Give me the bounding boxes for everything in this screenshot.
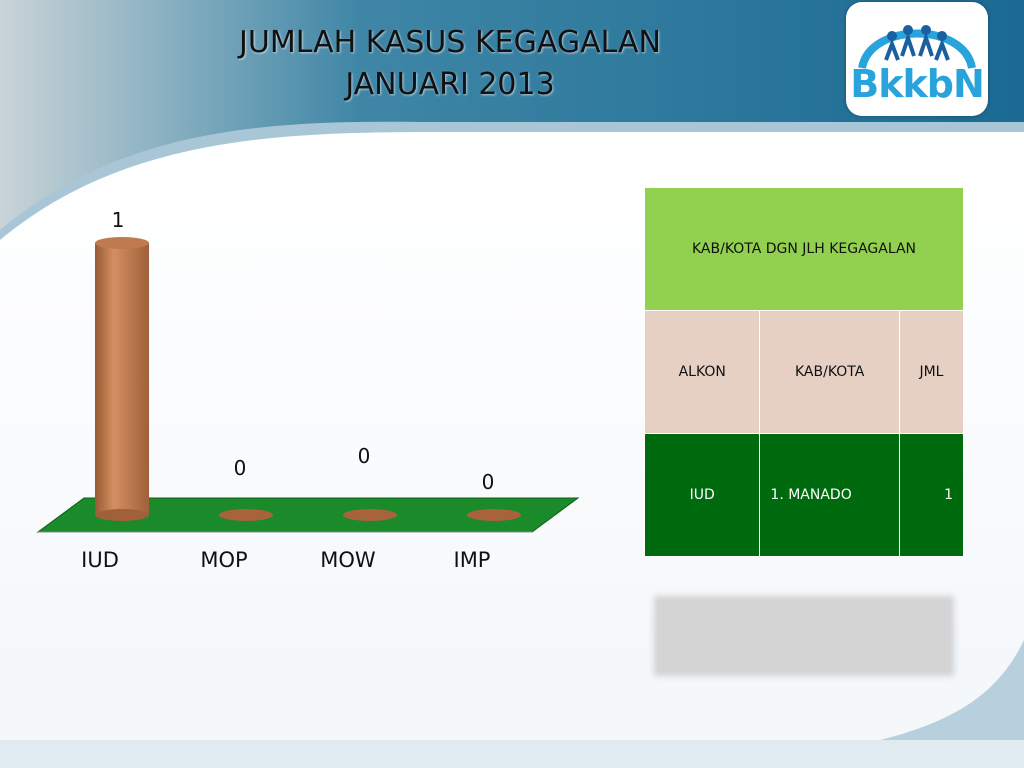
failure-table: KAB/KOTA DGN JLH KEGAGALAN ALKON KAB/KOT… bbox=[643, 187, 965, 557]
table-column-row: ALKON KAB/KOTA JML bbox=[643, 310, 965, 434]
bar-mow bbox=[343, 509, 397, 521]
x-tick-label-iud: IUD bbox=[81, 548, 119, 572]
placeholder-box bbox=[658, 600, 950, 672]
data-label-mow: 0 bbox=[358, 444, 371, 468]
x-tick-label-imp: IMP bbox=[454, 548, 491, 572]
logo-emblem-icon bbox=[858, 25, 976, 70]
column-header-kab-kota: KAB/KOTA bbox=[759, 310, 900, 434]
slide-title: JUMLAH KASUS KEGAGALAN JANUARI 2013 bbox=[150, 22, 750, 106]
table-header-cell: KAB/KOTA DGN JLH KEGAGALAN bbox=[644, 187, 964, 311]
data-label-iud: 1 bbox=[112, 208, 125, 232]
logo-text: BkkbN bbox=[850, 62, 985, 106]
column-header-alkon: ALKON bbox=[643, 310, 761, 434]
bar-mop bbox=[219, 509, 273, 521]
table-row: IUD 1. MANADO 1 bbox=[643, 433, 965, 557]
table-header-row: KAB/KOTA DGN JLH KEGAGALAN bbox=[644, 187, 964, 311]
cell-jml: 1 bbox=[898, 433, 965, 557]
x-tick-label-mow: MOW bbox=[320, 548, 376, 572]
cell-kab-kota: 1. MANADO bbox=[759, 433, 900, 557]
bar-iud bbox=[95, 237, 149, 521]
x-tick-label-mop: MOP bbox=[200, 548, 247, 572]
data-label-imp: 0 bbox=[482, 470, 495, 494]
column-header-jml: JML bbox=[898, 310, 965, 434]
title-line-2: JANUARI 2013 bbox=[345, 67, 555, 102]
data-label-mop: 0 bbox=[234, 456, 247, 480]
title-line-1: JUMLAH KASUS KEGAGALAN bbox=[239, 25, 661, 60]
bar-imp bbox=[467, 509, 521, 521]
cell-alkon: IUD bbox=[643, 433, 761, 557]
bkkbn-logo: BkkbN bbox=[846, 2, 988, 116]
